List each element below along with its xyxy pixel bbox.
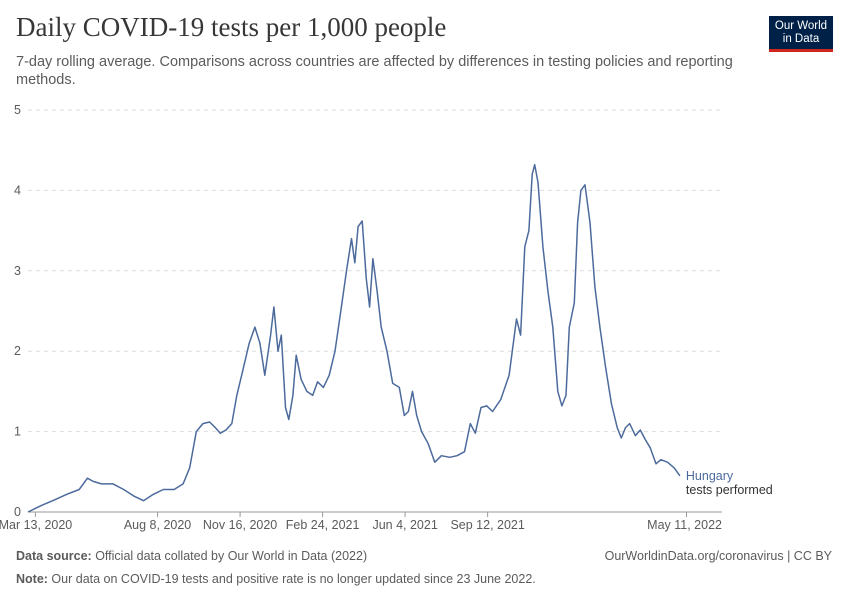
series-line-hungary xyxy=(27,163,681,513)
x-tick-label: Mar 13, 2020 xyxy=(0,518,72,532)
series-label: Hungary xyxy=(686,469,734,483)
source-url[interactable]: OurWorldinData.org/coronavirus | CC BY xyxy=(604,549,832,563)
y-tick-label: 0 xyxy=(14,505,21,519)
x-tick-label: Aug 8, 2020 xyxy=(124,518,191,532)
chart-note: Note: Our data on COVID-19 tests and pos… xyxy=(16,572,536,586)
x-tick-label: Nov 16, 2020 xyxy=(203,518,277,532)
y-tick-label: 5 xyxy=(14,103,21,117)
logo-line-1: Our World xyxy=(774,20,828,32)
chart-subtitle: 7-day rolling average. Comparisons acros… xyxy=(16,54,733,88)
chart-title: Daily COVID-19 tests per 1,000 people xyxy=(16,12,447,42)
y-tick-label: 1 xyxy=(14,425,21,439)
data-source: Data source: Official data collated by O… xyxy=(16,549,368,563)
x-tick-label: Feb 24, 2021 xyxy=(286,518,360,532)
x-tick-label: May 11, 2022 xyxy=(647,518,722,532)
y-tick-label: 4 xyxy=(14,183,21,197)
y-tick-label: 3 xyxy=(14,264,21,278)
x-tick-label: Jun 4, 2021 xyxy=(372,518,437,532)
owid-logo[interactable]: Our World in Data xyxy=(769,16,833,52)
series-sublabel: tests performed xyxy=(686,483,773,497)
x-tick-label: Sep 12, 2021 xyxy=(450,518,524,532)
y-tick-label: 2 xyxy=(14,344,21,358)
logo-line-2: in Data xyxy=(782,33,820,45)
